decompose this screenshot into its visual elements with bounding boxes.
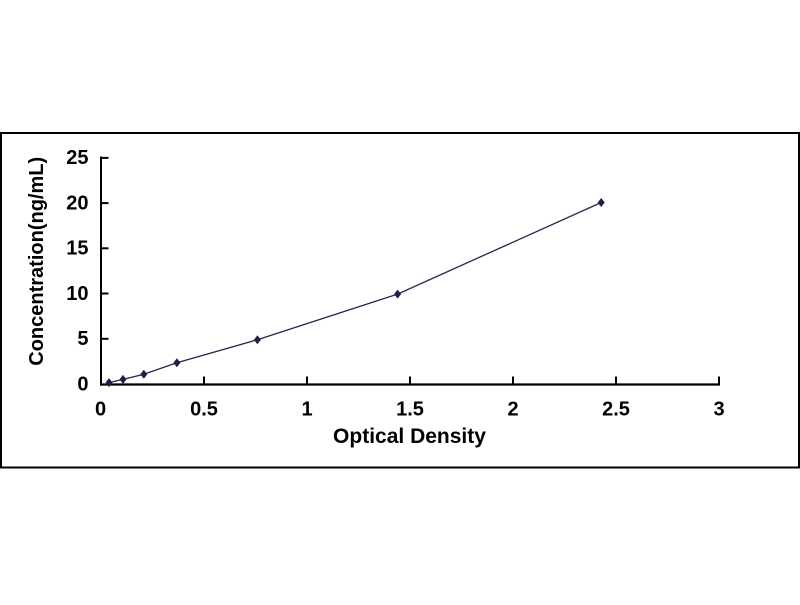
- svg-text:20: 20: [66, 192, 88, 214]
- svg-text:2: 2: [507, 399, 518, 421]
- svg-text:2.5: 2.5: [602, 399, 630, 421]
- svg-text:5: 5: [77, 328, 88, 350]
- svg-text:3: 3: [713, 399, 724, 421]
- svg-text:10: 10: [66, 283, 88, 305]
- svg-text:0: 0: [95, 399, 106, 421]
- svg-text:0: 0: [77, 374, 88, 396]
- svg-text:25: 25: [66, 147, 88, 169]
- svg-text:15: 15: [66, 238, 88, 260]
- svg-text:1.5: 1.5: [396, 399, 424, 421]
- svg-text:1: 1: [301, 399, 312, 421]
- svg-text:Concentration(ng/mL): Concentration(ng/mL): [26, 157, 48, 366]
- svg-text:0.5: 0.5: [190, 399, 218, 421]
- svg-text:Optical Density: Optical Density: [333, 425, 486, 448]
